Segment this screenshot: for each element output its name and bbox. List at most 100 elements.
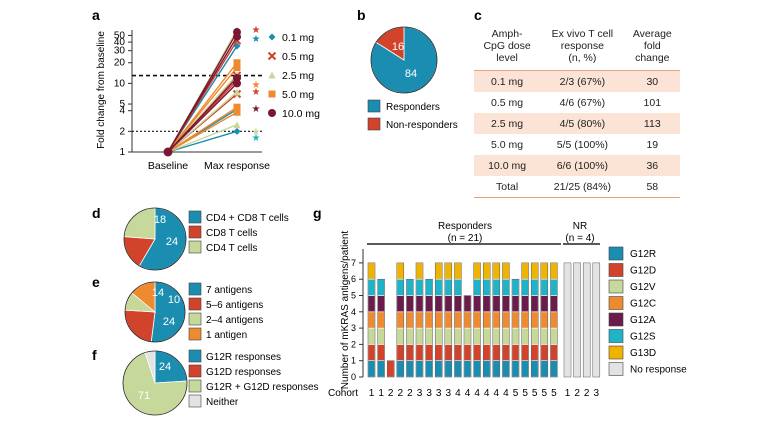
legend-swatch — [188, 394, 202, 408]
bar-segment — [415, 360, 424, 378]
significance-star: ★ — [252, 25, 261, 36]
bar-outline — [434, 262, 443, 378]
antigen-count-pie: 52241014 — [124, 281, 186, 343]
bar-segment — [367, 278, 376, 296]
significance-star: ★ — [252, 104, 261, 115]
bar-segment — [550, 327, 558, 345]
ylabel-g: Number of mKRAS antigens/patient — [340, 231, 351, 390]
header-fold: Average fold change — [632, 28, 672, 64]
legend-swatch — [188, 210, 202, 224]
bar-segment — [386, 360, 395, 378]
bar-outline — [521, 262, 529, 378]
bar-segment — [434, 311, 443, 329]
bar-segment — [425, 311, 433, 329]
bar-segment — [502, 327, 510, 345]
legend-swatch-g — [608, 296, 624, 310]
marker-diamond — [233, 127, 241, 135]
bar-segment — [521, 278, 529, 296]
bar-segment — [434, 360, 443, 378]
bar-segment — [521, 327, 529, 345]
bar-segment — [434, 262, 443, 280]
table-header: Average fold change — [624, 26, 680, 71]
legend-label: CD4 T cells — [206, 243, 257, 254]
ytick-label: 5 — [119, 99, 125, 110]
bar-segment — [444, 262, 453, 280]
legend-label: G12D responses — [206, 367, 281, 378]
table-row: 5.0 mg 5/5 (100%) 19 — [474, 134, 680, 155]
legend-label-g: No response — [630, 365, 687, 376]
cell-fold: 113 — [624, 113, 680, 134]
ytick-label-g: 4 — [351, 307, 356, 317]
legend-label-a: 2.5 mg — [282, 70, 314, 82]
bar-segment — [521, 295, 529, 313]
bar-segment — [377, 327, 385, 345]
bar-segment — [540, 327, 549, 345]
bar-segment — [367, 311, 376, 329]
legend-label: Non-responders — [386, 120, 458, 131]
legend-label: 2–4 antigens — [206, 315, 263, 326]
marker-square — [233, 108, 241, 116]
cell-fold: 58 — [624, 176, 680, 198]
xtick-cohort: 4 — [503, 388, 509, 399]
bar-segment — [396, 311, 405, 329]
legend-label: G12R + G12D responses — [206, 382, 319, 393]
table-header: Ex vivo T cell response (n, %) — [540, 26, 625, 71]
bar-segment — [482, 262, 491, 280]
bar-segment — [444, 311, 453, 329]
bar-outline — [463, 295, 472, 378]
cell-response: 5/5 (100%) — [556, 138, 609, 151]
cell-dose: 10.0 mg — [474, 155, 541, 176]
marker-circle — [233, 79, 241, 88]
cell-response: 21/25 (84%) — [540, 176, 625, 198]
bar-segment — [511, 344, 520, 361]
bar-outline — [563, 262, 572, 378]
bar-outline — [473, 262, 481, 378]
bar-segment — [454, 278, 462, 296]
legend-swatch — [188, 312, 202, 326]
cell-response: 4/6 (67%) — [559, 96, 606, 109]
xtick-cohort: 5 — [532, 388, 538, 399]
bar-segment — [530, 327, 539, 345]
bar-segment — [434, 278, 443, 296]
ylabel-a: Fold change from baseline — [96, 31, 107, 149]
cell-fold: 36 — [624, 155, 680, 176]
bar-segment — [444, 360, 453, 378]
bar-segment — [521, 360, 529, 378]
patient-line — [167, 130, 238, 153]
bar-segment — [473, 295, 481, 313]
bar-segment — [367, 262, 376, 280]
legend-label-g: G12S — [630, 332, 656, 343]
bar-segment — [415, 295, 424, 313]
ytick-label-g: 0 — [351, 372, 356, 382]
cell-dose: 0.5 mg — [491, 96, 524, 109]
xtick-cohort: 3 — [426, 388, 432, 399]
bar-segment — [521, 311, 529, 329]
baseline-point — [163, 147, 173, 157]
bar-segment — [463, 344, 472, 361]
bar-segment — [454, 295, 462, 313]
pie-outline — [122, 350, 188, 416]
marker-square — [233, 103, 241, 111]
xtick-cohort: 4 — [465, 388, 471, 399]
patient-line — [167, 111, 238, 153]
bar-outline — [367, 262, 376, 378]
bar-segment — [502, 278, 510, 296]
bar-segment — [511, 278, 520, 296]
bar-segment — [473, 262, 481, 280]
panel-label-c: c — [474, 7, 482, 23]
cell-dose: 2.5 mg — [474, 113, 541, 134]
bar-outline — [530, 262, 539, 378]
bar-segment — [540, 344, 549, 361]
legend-label-a: 5.0 mg — [282, 89, 314, 101]
bar-segment — [425, 327, 433, 345]
bar-segment — [482, 344, 491, 361]
bar-outline — [425, 278, 433, 378]
bar-segment — [463, 295, 472, 313]
panel-label-g: g — [313, 205, 322, 221]
bar-segment — [454, 344, 462, 361]
xtick-cohort: 3 — [594, 388, 600, 399]
ytick-label-g: 7 — [351, 258, 356, 268]
bar-segment — [482, 278, 491, 296]
bar-segment — [454, 360, 462, 378]
pie-outline — [123, 207, 187, 271]
